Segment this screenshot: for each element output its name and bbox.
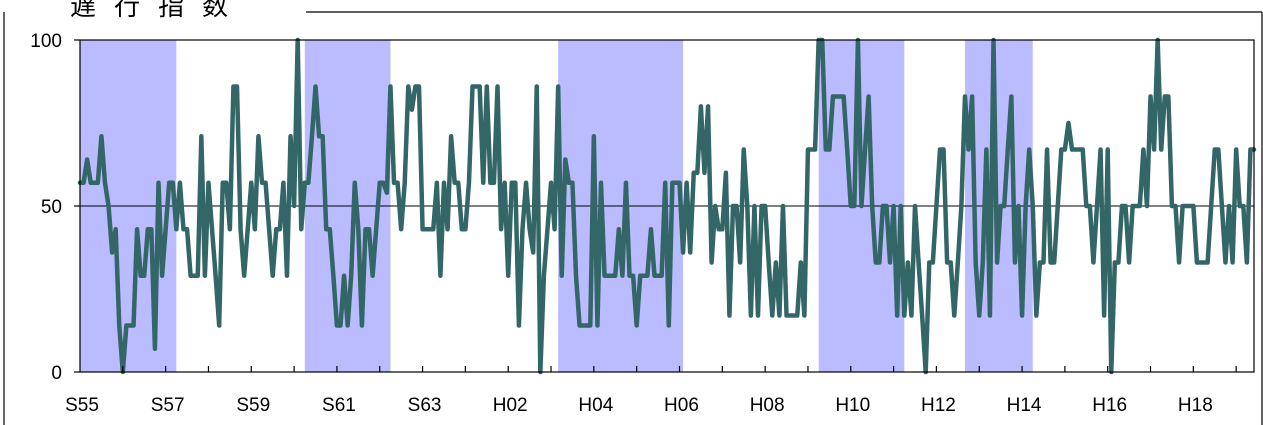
x-tick-label: S61 [322,395,356,416]
x-tick-label: H10 [835,395,870,416]
y-tick-label: 50 [41,197,62,218]
y-tick-label: 0 [51,363,62,384]
x-tick-label: H06 [664,395,699,416]
x-tick-label: H04 [578,395,613,416]
series-line [77,37,1257,375]
x-tick-label: S63 [408,395,442,416]
x-axis-ticks: S55 S57 S59 S61 S63 H02 H04 H06 H08 H10 H12 H14 H16 H… [65,366,1237,416]
x-tick-label: H14 [1007,395,1042,416]
x-tick-label: S59 [236,395,270,416]
x-tick-label: H12 [921,395,956,416]
y-axis-ticks: 0 50 100 [30,31,80,384]
x-tick-label: S55 [65,395,99,416]
x-tick-label: H18 [1178,395,1213,416]
x-tick-label: H16 [1092,395,1127,416]
x-tick-label: H08 [750,395,785,416]
x-tick-label: S57 [151,395,185,416]
x-tick-label: H02 [493,395,528,416]
y-tick-label: 100 [30,31,62,52]
chart-title: 遅行指数 [70,0,247,22]
